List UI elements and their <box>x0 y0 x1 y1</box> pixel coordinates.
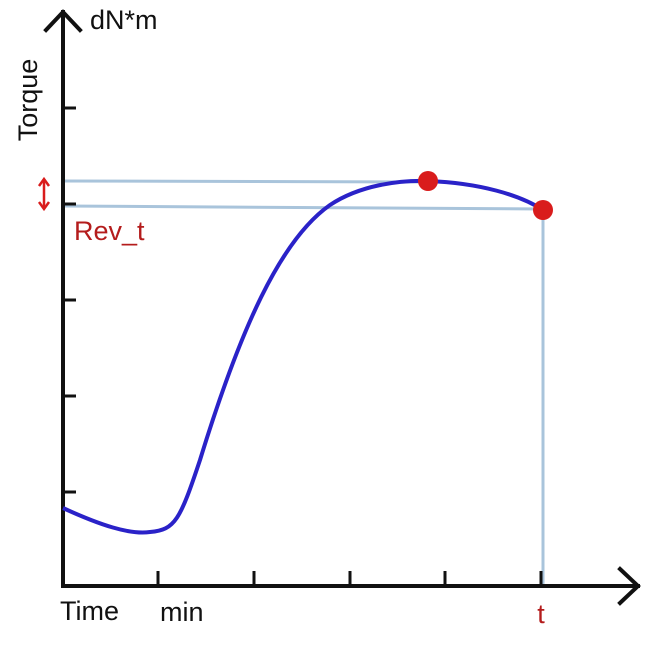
rev-label: Rev_t <box>74 216 145 246</box>
y-unit: dN*m <box>90 5 158 35</box>
t-label: t <box>537 599 545 629</box>
y-label: Torque <box>13 59 43 142</box>
max-torque-line <box>62 179 429 184</box>
t-point <box>533 200 553 220</box>
x-unit: min <box>160 597 204 627</box>
ticks <box>63 106 543 586</box>
x-label: Time <box>60 596 119 626</box>
torque-curve <box>62 178 545 535</box>
max-point <box>418 171 438 191</box>
axes <box>43 9 641 606</box>
torque-t-line <box>62 204 544 211</box>
reversion-arrow <box>37 176 51 212</box>
